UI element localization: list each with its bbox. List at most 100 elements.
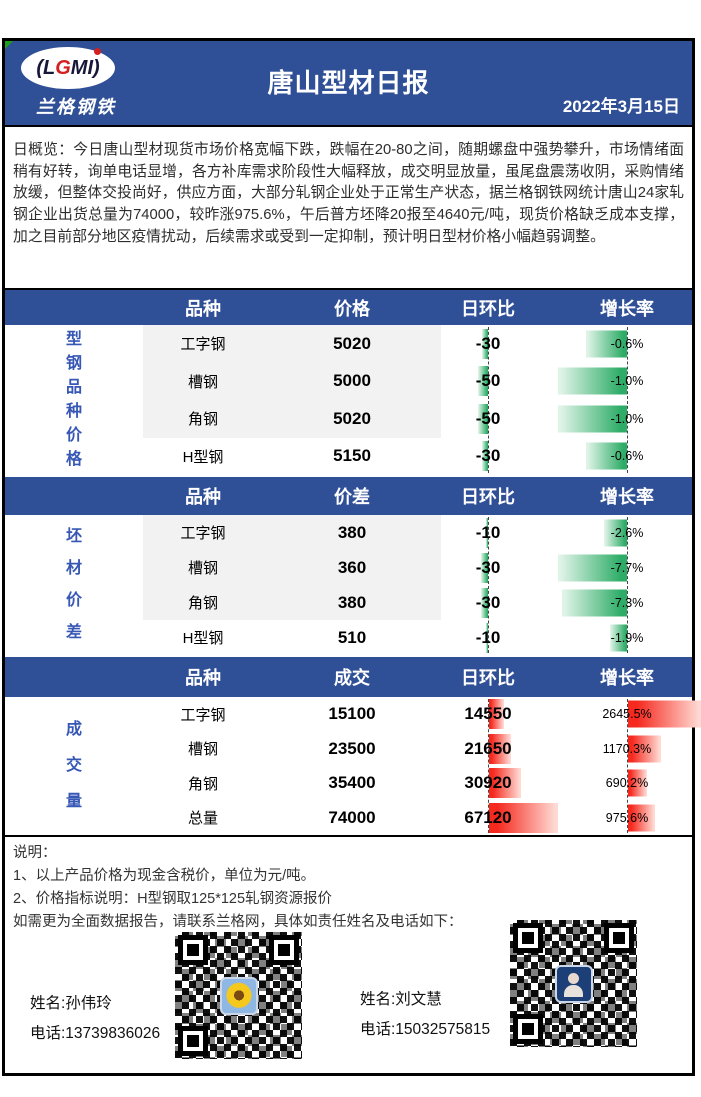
cell-variety: 角钢 bbox=[143, 585, 263, 620]
qr-finder-icon bbox=[178, 1026, 208, 1056]
sunflower-icon bbox=[219, 976, 258, 1015]
lgmi-logo: (L G MI) 兰格钢铁 bbox=[21, 47, 131, 119]
table-header-row: 品种 价格 日环比 增长率 bbox=[5, 288, 692, 325]
section-label-profile-prices: 型钢品种价格 bbox=[65, 331, 82, 468]
cell-dod-value: 67120 bbox=[464, 807, 512, 827]
contact-right: 姓名:刘文慧 电话:15032575815 bbox=[360, 985, 490, 1045]
cell-dod-value: 14550 bbox=[464, 704, 512, 724]
section-profile-prices: 品种 价格 日环比 增长率 型钢品种价格 工字钢 5020 -30 -0.6% … bbox=[5, 288, 692, 475]
dod-data-bar bbox=[482, 441, 488, 472]
avatar-icon bbox=[554, 964, 593, 1003]
qr-finder-icon bbox=[178, 935, 208, 965]
cell-variety: 工字钢 bbox=[143, 515, 263, 550]
cell-value: 360 bbox=[263, 550, 441, 585]
cell-dod-value: -50 bbox=[475, 408, 501, 428]
notes-title: 说明： bbox=[13, 845, 57, 861]
column-header-dod: 日环比 bbox=[461, 298, 515, 319]
cell-growth-value: -1.0% bbox=[610, 374, 644, 389]
growth-zero-line bbox=[627, 699, 628, 833]
cell-dod-value: -10 bbox=[475, 522, 501, 542]
dod-zero-line bbox=[488, 327, 489, 473]
growth-data-bar bbox=[558, 405, 627, 433]
table-header-row: 品种 价差 日环比 增长率 bbox=[5, 477, 692, 515]
table-row: 工字钢 5020 -30 -0.6% bbox=[5, 325, 692, 363]
cell-dod-value: -30 bbox=[475, 446, 501, 466]
growth-data-bar bbox=[561, 589, 627, 616]
table-row: 槽钢 360 -30 -7.7% bbox=[5, 550, 692, 585]
table-body: 型钢品种价格 工字钢 5020 -30 -0.6% 槽钢 5000 -50 -1… bbox=[5, 325, 692, 475]
cell-value: 380 bbox=[263, 585, 441, 620]
section-label-volume: 成交量 bbox=[65, 721, 82, 810]
growth-data-bar bbox=[585, 330, 627, 358]
contact-left: 姓名:孙伟玲 电话:13739836026 bbox=[30, 989, 160, 1049]
note-line-3: 如需更为全面数据报告，请联系兰格网，具体如责任姓名及电话如下： bbox=[13, 914, 463, 930]
growth-data-bar bbox=[628, 769, 648, 797]
logo-text: (L bbox=[36, 56, 56, 79]
cell-value: 23500 bbox=[328, 738, 376, 758]
dod-data-bar bbox=[489, 733, 512, 764]
report-title: 唐山型材日报 bbox=[267, 68, 430, 98]
dod-data-bar bbox=[489, 768, 521, 799]
section-billet-spread: 品种 价差 日环比 增长率 坯材价差 工字钢 380 -10 -2.6% 槽钢 … bbox=[5, 477, 692, 655]
dod-data-bar bbox=[485, 622, 488, 653]
growth-zero-line bbox=[627, 517, 628, 653]
cell-value: 74000 bbox=[328, 807, 376, 827]
cell-variety: H型钢 bbox=[182, 448, 224, 466]
dod-data-bar bbox=[478, 403, 488, 434]
table-row: 槽钢 23500 21650 1170.3% bbox=[5, 732, 692, 767]
column-header-growth: 增长率 bbox=[600, 298, 654, 319]
cell-growth-value: 2645.5% bbox=[602, 707, 652, 722]
cell-variety: 槽钢 bbox=[143, 550, 263, 585]
growth-zero-line bbox=[627, 327, 628, 473]
dod-zero-line bbox=[488, 699, 489, 833]
cell-variety: 总量 bbox=[187, 810, 218, 828]
contact-name: 姓名:刘文慧 bbox=[360, 991, 442, 1008]
note-line-2: 2、价格指标说明：H型钢取125*125轧钢资源报价 bbox=[13, 891, 333, 907]
cell-variety: H型钢 bbox=[182, 630, 224, 647]
cell-dod-value: -10 bbox=[475, 627, 501, 647]
cell-dod-value: -30 bbox=[475, 333, 501, 353]
report-frame: (L G MI) 兰格钢铁 唐山型材日报 2022年3月15日 日概览：今日唐山型材… bbox=[2, 38, 701, 1076]
growth-data-bar bbox=[610, 624, 627, 651]
cell-growth-value: -1.9% bbox=[610, 630, 644, 645]
qr-finder-icon bbox=[269, 935, 299, 965]
cell-value: 15100 bbox=[328, 704, 376, 724]
logo-text-mi: MI) bbox=[70, 56, 100, 79]
cell-growth-value: -7.7% bbox=[610, 560, 644, 575]
column-header-price: 价格 bbox=[334, 298, 370, 319]
column-header-variety: 品种 bbox=[185, 668, 221, 688]
dod-data-bar bbox=[481, 587, 488, 618]
qr-code-left bbox=[175, 932, 302, 1059]
cell-variety: 槽钢 bbox=[143, 362, 263, 400]
column-header-dod: 日环比 bbox=[461, 668, 515, 688]
contact-phone: 电话:13739836026 bbox=[30, 1025, 161, 1042]
cell-variety: 角钢 bbox=[187, 775, 218, 793]
cell-dod-value: -50 bbox=[475, 371, 501, 391]
table-row: 角钢 5020 -50 -1.0% bbox=[5, 400, 692, 438]
cell-value: 5020 bbox=[263, 325, 441, 363]
dod-data-bar bbox=[485, 517, 488, 548]
qr-code-right bbox=[510, 920, 637, 1047]
table-row: 工字钢 15100 14550 2645.5% bbox=[5, 697, 701, 732]
contact-name: 姓名:孙伟玲 bbox=[30, 995, 112, 1012]
cell-dod-value: -30 bbox=[475, 557, 501, 577]
dod-data-bar bbox=[489, 699, 504, 730]
column-header-growth: 增长率 bbox=[600, 487, 654, 507]
cell-growth-value: -7.3% bbox=[610, 595, 644, 610]
growth-data-bar bbox=[558, 554, 627, 581]
column-header-variety: 品种 bbox=[185, 487, 221, 507]
section-volume: 品种 成交 日环比 增长率 成交量 工字钢 15100 14550 2645.5… bbox=[5, 657, 701, 835]
cell-growth-value: -0.6% bbox=[610, 336, 644, 351]
notes-section: 说明： 1、以上产品价格为现金含税价，单位为元/吨。 2、价格指标说明：H型钢取… bbox=[5, 835, 692, 930]
note-line-1: 1、以上产品价格为现金含税价，单位为元/吨。 bbox=[13, 868, 316, 884]
column-header-volume: 成交 bbox=[334, 668, 370, 688]
cell-dod-value: 30920 bbox=[464, 773, 512, 793]
table-row: H型钢 510 -10 -1.9% bbox=[5, 620, 692, 655]
logo-subtitle: 兰格钢铁 bbox=[36, 97, 116, 117]
dod-data-bar bbox=[482, 328, 488, 359]
growth-data-bar bbox=[628, 700, 701, 728]
logo-text-g: G bbox=[55, 56, 71, 79]
table-body: 成交量 工字钢 15100 14550 2645.5% 槽钢 23500 216… bbox=[5, 697, 701, 835]
table-row: H型钢 5150 -30 -0.6% bbox=[5, 438, 692, 476]
